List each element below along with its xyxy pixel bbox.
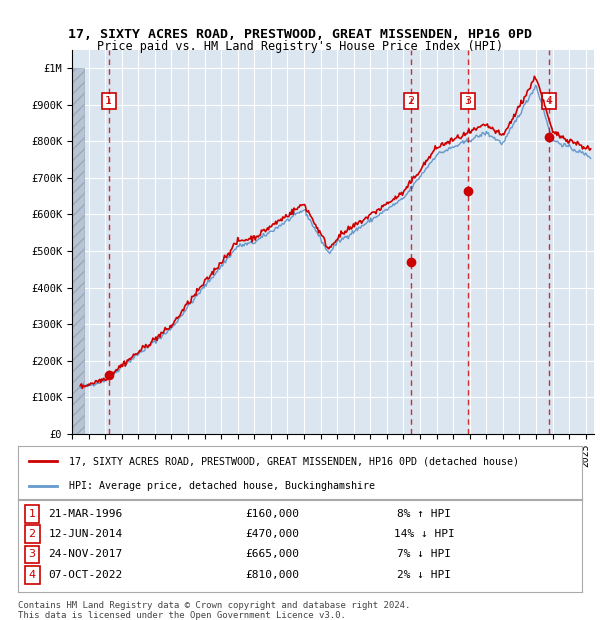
Text: Contains HM Land Registry data © Crown copyright and database right 2024.: Contains HM Land Registry data © Crown c… xyxy=(18,601,410,611)
Text: 17, SIXTY ACRES ROAD, PRESTWOOD, GREAT MISSENDEN, HP16 0PD: 17, SIXTY ACRES ROAD, PRESTWOOD, GREAT M… xyxy=(68,28,532,41)
Polygon shape xyxy=(72,68,85,434)
Text: 1: 1 xyxy=(105,96,112,106)
Text: £160,000: £160,000 xyxy=(245,509,299,519)
Text: 4: 4 xyxy=(545,96,553,106)
Text: This data is licensed under the Open Government Licence v3.0.: This data is licensed under the Open Gov… xyxy=(18,611,346,620)
Text: £470,000: £470,000 xyxy=(245,529,299,539)
Text: 8% ↑ HPI: 8% ↑ HPI xyxy=(397,509,451,519)
Text: Price paid vs. HM Land Registry's House Price Index (HPI): Price paid vs. HM Land Registry's House … xyxy=(97,40,503,53)
Text: 3: 3 xyxy=(464,96,472,106)
Text: 12-JUN-2014: 12-JUN-2014 xyxy=(49,529,123,539)
Text: 21-MAR-1996: 21-MAR-1996 xyxy=(49,509,123,519)
Text: 1: 1 xyxy=(29,509,35,519)
Text: 7% ↓ HPI: 7% ↓ HPI xyxy=(397,549,451,559)
Text: £810,000: £810,000 xyxy=(245,570,299,580)
Text: £665,000: £665,000 xyxy=(245,549,299,559)
Text: 2% ↓ HPI: 2% ↓ HPI xyxy=(397,570,451,580)
Text: 2: 2 xyxy=(407,96,415,106)
Text: 4: 4 xyxy=(29,570,35,580)
Text: 14% ↓ HPI: 14% ↓ HPI xyxy=(394,529,454,539)
Text: 2: 2 xyxy=(29,529,35,539)
Text: 24-NOV-2017: 24-NOV-2017 xyxy=(49,549,123,559)
Text: 07-OCT-2022: 07-OCT-2022 xyxy=(49,570,123,580)
Text: HPI: Average price, detached house, Buckinghamshire: HPI: Average price, detached house, Buck… xyxy=(69,481,375,491)
Text: 17, SIXTY ACRES ROAD, PRESTWOOD, GREAT MISSENDEN, HP16 0PD (detached house): 17, SIXTY ACRES ROAD, PRESTWOOD, GREAT M… xyxy=(69,456,519,466)
Text: 3: 3 xyxy=(29,549,35,559)
